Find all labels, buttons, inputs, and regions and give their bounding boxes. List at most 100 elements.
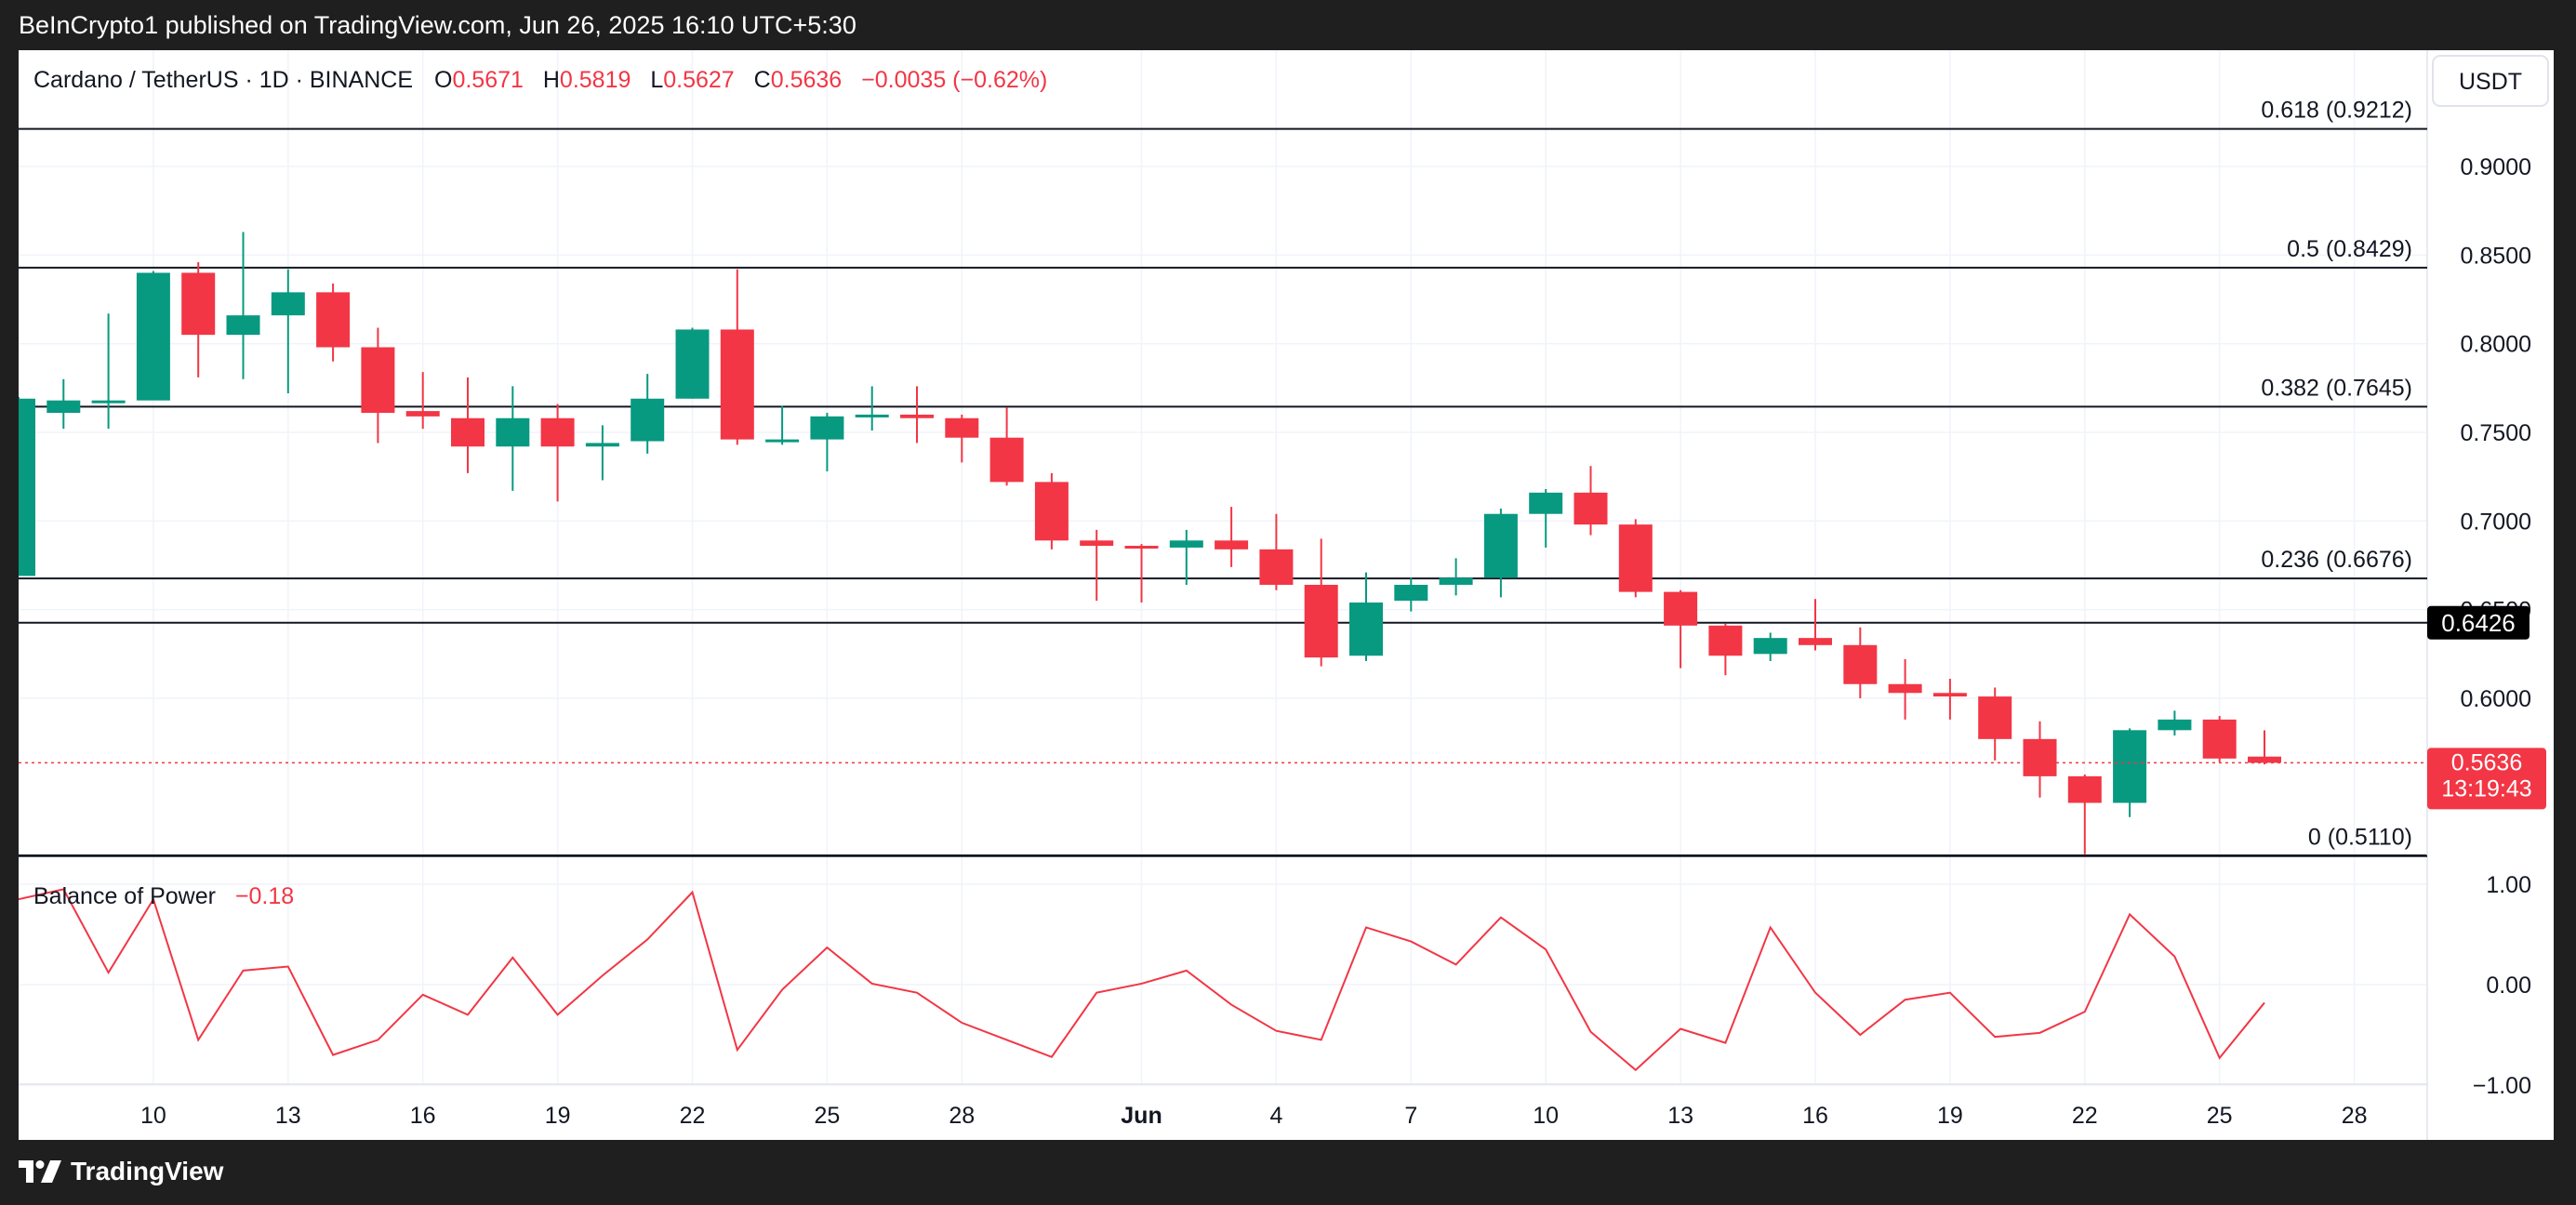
price-axis-label: 0.6000 bbox=[2461, 686, 2531, 712]
indicator-legend[interactable]: Balance of Power −0.18 bbox=[33, 883, 294, 909]
price-axis-label: 0.7000 bbox=[2461, 509, 2531, 535]
candle-body bbox=[2202, 719, 2237, 759]
high-label: H bbox=[543, 67, 560, 93]
fibonacci-levels: 0.618 (0.9212) 0.5 (0.8429) 0.382 (0.7645)… bbox=[19, 98, 2427, 857]
price-axis-label: 0.9000 bbox=[2461, 154, 2531, 180]
candle-body bbox=[1618, 524, 1653, 592]
candle-body bbox=[1124, 546, 1159, 550]
price-axis-label: 0.8000 bbox=[2461, 332, 2531, 358]
candle-body bbox=[46, 400, 81, 414]
candle-body bbox=[361, 347, 395, 414]
symbol-name: Cardano / TetherUS · 1D · BINANCE bbox=[33, 67, 413, 93]
candle-body bbox=[496, 417, 530, 447]
candle-body bbox=[1708, 625, 1743, 656]
fib-level-label: 0 (0.5110) bbox=[2308, 825, 2412, 851]
indicator-axis-label: 1.00 bbox=[2486, 872, 2531, 898]
time-axis-label: 10 bbox=[1533, 1103, 1559, 1129]
tradingview-wordmark: TradingView bbox=[71, 1157, 224, 1185]
close-label: C bbox=[754, 67, 771, 93]
time-axis-label: 19 bbox=[1937, 1103, 1963, 1129]
candle-body bbox=[1529, 492, 1563, 514]
low-value: 0.5627 bbox=[663, 67, 734, 93]
price-axis-label: 0.8500 bbox=[2461, 243, 2531, 269]
time-axis-label: Jun bbox=[1121, 1103, 1162, 1129]
indicator-axis-label: −1.00 bbox=[2473, 1073, 2531, 1099]
level-badge bbox=[2427, 605, 2530, 640]
candle-body bbox=[1843, 644, 1878, 684]
tradingview-logo-icon bbox=[19, 1160, 61, 1183]
indicator-axis: 1.00 0.00 −1.00 bbox=[2473, 872, 2531, 1099]
candle-body bbox=[1349, 602, 1383, 656]
candle-body bbox=[1304, 584, 1338, 658]
candle-body bbox=[136, 272, 170, 401]
candle-body bbox=[181, 272, 216, 336]
candle-body bbox=[540, 417, 575, 447]
bop-line bbox=[18, 888, 2265, 1072]
time-axis-label: 25 bbox=[814, 1103, 840, 1129]
candle-body bbox=[1259, 549, 1294, 585]
candle-body bbox=[1215, 540, 1249, 550]
fib-level-label: 0.618 (0.9212) bbox=[2261, 98, 2412, 124]
candle-body bbox=[900, 414, 934, 418]
low-label: L bbox=[650, 67, 663, 93]
time-axis[interactable]: 10 13 16 19 22 25 28 Jun 4 7 10 13 16 19 22 25 28 bbox=[140, 1103, 2368, 1129]
level-badge-text: 0.6426 bbox=[2441, 609, 2516, 637]
candle-body bbox=[1978, 696, 2012, 739]
chart-panel[interactable]: 0.618 (0.9212) 0.5 (0.8429) 0.382 (0.7645)… bbox=[2, 50, 2554, 1140]
candle-body bbox=[1753, 638, 1787, 655]
time-axis-label: 19 bbox=[545, 1103, 571, 1129]
candle-body bbox=[316, 292, 351, 348]
time-axis-label: 22 bbox=[2072, 1103, 2098, 1129]
currency-button-frame[interactable] bbox=[2432, 55, 2549, 107]
indicator-axis-label: 0.00 bbox=[2486, 973, 2531, 999]
time-axis-label: 16 bbox=[1802, 1103, 1828, 1129]
candle-body bbox=[675, 329, 710, 399]
time-axis-label: 22 bbox=[680, 1103, 706, 1129]
candle-body bbox=[1439, 577, 1473, 585]
chart-svg[interactable]: 0.618 (0.9212) 0.5 (0.8429) 0.382 (0.7645)… bbox=[2, 50, 2554, 1140]
candle-body bbox=[451, 417, 485, 447]
candle-body bbox=[945, 417, 979, 438]
candle-body bbox=[271, 292, 305, 316]
tradingview-logo[interactable]: TradingView bbox=[19, 1157, 223, 1186]
candle-body bbox=[226, 315, 260, 336]
countdown-text: 13:19:43 bbox=[2441, 775, 2531, 801]
open-label: O bbox=[434, 67, 452, 93]
candle-body bbox=[2067, 775, 2102, 803]
candle-body bbox=[1664, 591, 1698, 626]
candle-body bbox=[1034, 482, 1069, 541]
symbol-legend[interactable]: Cardano / TetherUS · 1D · BINANCE O0.567… bbox=[33, 67, 1047, 93]
last-price-text: 0.5636 bbox=[2451, 749, 2522, 775]
high-value: 0.5819 bbox=[560, 67, 631, 93]
time-axis-label: 28 bbox=[949, 1103, 975, 1129]
candle-body bbox=[2158, 719, 2192, 731]
candle-body bbox=[1483, 513, 1518, 578]
indicator-value: −0.18 bbox=[235, 883, 294, 909]
candle-body bbox=[1169, 540, 1203, 548]
fib-level-label: 0.236 (0.6676) bbox=[2261, 547, 2412, 573]
currency-button[interactable]: USDT bbox=[2459, 69, 2522, 95]
time-axis-label: 4 bbox=[1269, 1103, 1282, 1129]
close-value: 0.5636 bbox=[771, 67, 842, 93]
candle-body bbox=[2248, 756, 2281, 763]
candle-body bbox=[855, 414, 889, 417]
candlestick-series bbox=[2, 232, 2281, 854]
time-axis-label: 7 bbox=[1404, 1103, 1417, 1129]
candle-body bbox=[810, 416, 844, 440]
fib-level-label: 0.5 (0.8429) bbox=[2287, 236, 2412, 262]
candle-body bbox=[1888, 683, 1922, 694]
candle-body bbox=[91, 400, 126, 404]
candle-body bbox=[720, 329, 754, 440]
grid-lines bbox=[19, 50, 2427, 1086]
time-axis-label: 13 bbox=[1667, 1103, 1693, 1129]
candle-body bbox=[2113, 730, 2147, 803]
candle-body bbox=[585, 443, 619, 447]
indicator-name: Balance of Power bbox=[33, 883, 216, 909]
candle-body bbox=[989, 437, 1024, 483]
candle-body bbox=[1799, 638, 1832, 645]
change-value: −0.0035 (−0.62%) bbox=[861, 67, 1047, 93]
time-axis-label: 25 bbox=[2207, 1103, 2233, 1129]
open-value: 0.5671 bbox=[452, 67, 523, 93]
time-axis-label: 13 bbox=[275, 1103, 301, 1129]
candle-body bbox=[1573, 492, 1608, 525]
